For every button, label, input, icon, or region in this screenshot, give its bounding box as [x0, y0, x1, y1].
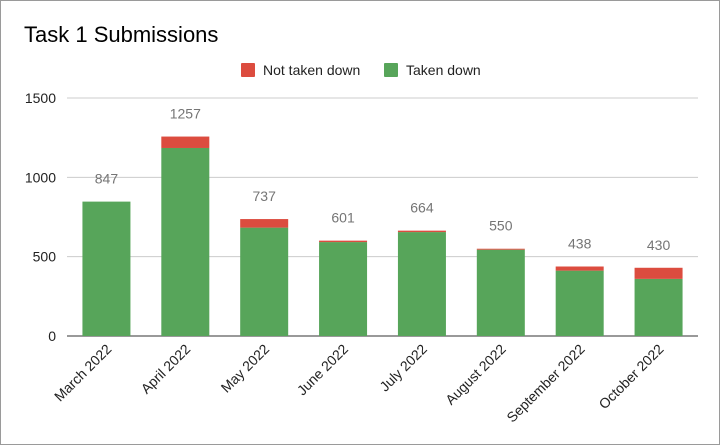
legend-label: Not taken down [263, 62, 360, 78]
chart-title: Task 1 Submissions [24, 22, 219, 47]
y-tick-label: 500 [33, 249, 57, 265]
x-tick-label: June 2022 [294, 341, 352, 399]
bar-taken-down [476, 249, 525, 336]
x-axis-ticks: March 2022 April 2022 May 2022 June 2022 Jul… [51, 341, 667, 426]
total-label: 737 [253, 188, 277, 204]
legend-swatch [384, 63, 398, 77]
bar-not-taken-down [555, 266, 604, 271]
total-label: 1257 [170, 106, 201, 122]
total-labels: 847 1257 737 601 664 550 438 430 [95, 106, 671, 253]
legend: Not taken down Taken down [241, 62, 481, 78]
x-tick-label: October 2022 [595, 341, 666, 412]
x-tick-label: May 2022 [218, 341, 273, 396]
bar-taken-down [555, 270, 604, 336]
bar-taken-down [397, 232, 446, 336]
bar-taken-down [634, 278, 683, 336]
bar-not-taken-down [319, 240, 368, 243]
bar-not-taken-down [634, 267, 683, 279]
x-tick-label: April 2022 [138, 341, 194, 397]
bar-taken-down [240, 227, 289, 336]
x-tick-label: July 2022 [376, 341, 430, 395]
y-tick-label: 1500 [25, 90, 56, 106]
bar-not-taken-down [161, 136, 210, 148]
total-label: 438 [568, 236, 592, 252]
y-tick-label: 0 [48, 328, 56, 344]
bar-not-taken-down [476, 248, 525, 250]
bar-taken-down [161, 147, 210, 336]
bar-taken-down [82, 201, 131, 336]
bars [82, 136, 683, 336]
total-label: 847 [95, 171, 119, 187]
total-label: 550 [489, 218, 513, 234]
y-axis-ticks: 0 500 1000 1500 [25, 90, 56, 344]
total-label: 664 [410, 200, 434, 216]
bar-not-taken-down [240, 219, 289, 228]
legend-swatch [241, 63, 255, 77]
total-label: 601 [331, 210, 355, 226]
y-tick-label: 1000 [25, 169, 56, 185]
x-tick-label: August 2022 [442, 341, 509, 408]
bar-taken-down [319, 242, 368, 336]
total-label: 430 [647, 237, 671, 253]
bar-not-taken-down [397, 230, 446, 233]
x-tick-label: September 2022 [503, 341, 588, 426]
legend-label: Taken down [406, 62, 481, 78]
x-tick-label: March 2022 [51, 341, 115, 405]
